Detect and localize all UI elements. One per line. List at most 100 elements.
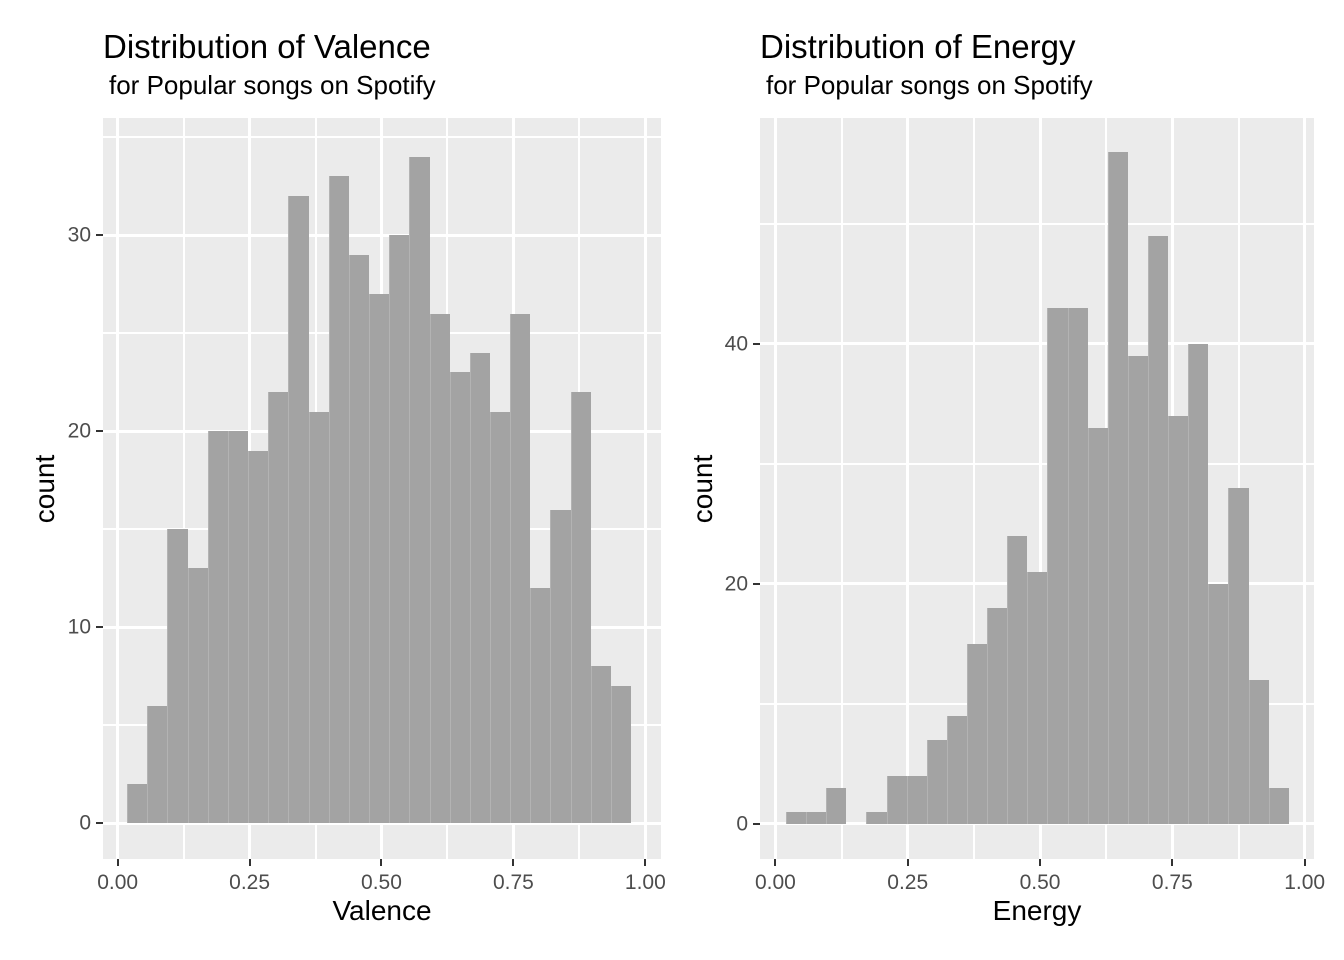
x-tick-mark [906, 859, 909, 866]
x-tick-label: 0.00 [97, 871, 139, 894]
histogram-bar [785, 811, 807, 824]
y-tick-mark [96, 822, 103, 825]
histogram-bar [806, 811, 827, 824]
x-tick-mark [1303, 859, 1306, 866]
histogram-bar [429, 313, 450, 824]
y-tick-mark [96, 626, 103, 629]
plot-subtitle: for Popular songs on Spotify [109, 70, 436, 100]
plot-title: Distribution of Energy [760, 28, 1076, 65]
y-tick-label: 30 [67, 223, 91, 247]
plot-subtitle: for Popular songs on Spotify [766, 70, 1093, 100]
valence-panel [103, 118, 661, 859]
histogram-bar [1127, 355, 1148, 824]
major-gridline-horizontal [103, 233, 661, 237]
major-gridline-horizontal [760, 822, 1314, 826]
histogram-bar [207, 431, 228, 824]
histogram-bar [1228, 487, 1249, 824]
major-gridline-vertical [1038, 118, 1042, 859]
histogram-bar [926, 739, 947, 824]
x-tick-label: 0.25 [229, 871, 271, 894]
x-tick-mark [1039, 859, 1042, 866]
major-gridline-horizontal [760, 342, 1314, 346]
major-gridline-vertical [643, 118, 647, 859]
histogram-bar [967, 643, 988, 824]
plot-title: Distribution of Valence [103, 28, 431, 65]
x-tick-mark [644, 859, 647, 866]
energy-plot: Distribution of Energy for Popular songs… [672, 0, 1344, 960]
x-tick-mark [116, 859, 119, 866]
energy-panel [760, 118, 1314, 859]
major-gridline-vertical [906, 118, 910, 859]
minor-gridline-horizontal [760, 222, 1314, 225]
y-tick-mark [753, 582, 760, 585]
histogram-bar [946, 715, 967, 824]
histogram-bar [1027, 571, 1048, 824]
histogram-bar [369, 294, 390, 824]
y-axis-title: count [29, 454, 60, 523]
x-tick-mark [380, 859, 383, 866]
y-tick-label: 10 [67, 615, 91, 639]
histogram-bar [826, 787, 847, 824]
histogram-bar [167, 529, 188, 824]
y-tick-mark [96, 234, 103, 237]
x-tick-label: 0.25 [887, 871, 929, 894]
y-tick-label: 0 [736, 812, 748, 836]
histogram-bar [409, 156, 430, 824]
histogram-bar [1107, 151, 1128, 824]
major-gridline-vertical [1303, 118, 1307, 859]
x-tick-label: 0.75 [492, 871, 534, 894]
valence-plot: Distribution of Valence for Popular song… [29, 28, 666, 926]
y-tick-label: 20 [724, 572, 748, 596]
histogram-bar [906, 775, 927, 824]
x-tick-label: 0.00 [754, 871, 796, 894]
histogram-bar [570, 392, 591, 824]
histogram-bar [866, 811, 887, 824]
histogram-bar [227, 431, 249, 824]
histogram-bar [1188, 343, 1209, 824]
histogram-bar [187, 568, 208, 824]
y-tick-mark [96, 430, 103, 433]
histogram-bar [147, 705, 168, 824]
histogram-bar [886, 775, 907, 824]
histogram-bar [1268, 787, 1289, 824]
x-tick-mark [774, 859, 777, 866]
minor-gridline-vertical [840, 118, 843, 859]
histogram-bar [1067, 307, 1088, 824]
x-tick-label: 0.75 [1151, 871, 1193, 894]
major-gridline-vertical [773, 118, 777, 859]
x-tick-mark [248, 859, 251, 866]
histogram-bar [127, 784, 148, 824]
histogram-bar [1248, 679, 1269, 824]
histogram-bar [590, 666, 611, 824]
y-tick-label: 20 [67, 419, 91, 443]
histogram-bar [610, 686, 632, 824]
x-tick-mark [512, 859, 515, 866]
histogram-bar [550, 509, 571, 824]
histogram-bar [1007, 535, 1028, 824]
x-tick-label: 1.00 [1284, 871, 1326, 894]
y-tick-label: 0 [79, 811, 91, 835]
histogram-bar [1087, 427, 1108, 824]
minor-gridline-vertical [972, 118, 975, 859]
minor-gridline-vertical [182, 118, 185, 859]
histogram-bar [1047, 307, 1068, 824]
histogram-bar [530, 588, 551, 824]
x-axis-title: Energy [992, 895, 1082, 926]
histogram-bar [308, 411, 329, 824]
x-axis-title: Valence [332, 895, 432, 926]
histogram-bar [489, 411, 511, 824]
histogram-bar [288, 196, 309, 824]
histogram-bar [469, 352, 490, 824]
major-gridline-vertical [116, 118, 120, 859]
histogram-bar [510, 313, 531, 824]
x-tick-label: 1.00 [624, 871, 666, 894]
major-gridline-horizontal [103, 821, 661, 825]
y-tick-label: 40 [724, 332, 748, 356]
histogram-bar [268, 392, 289, 824]
x-tick-mark [1171, 859, 1174, 866]
y-tick-mark [753, 822, 760, 825]
histogram-bar [1168, 415, 1189, 824]
histogram-bar [1208, 583, 1229, 824]
histogram-bar [348, 254, 370, 824]
